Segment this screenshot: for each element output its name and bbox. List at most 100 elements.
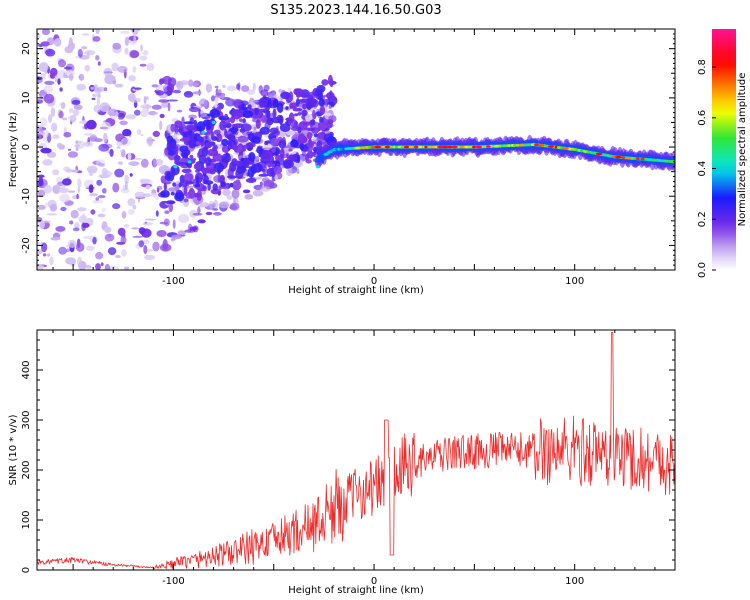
spectral-blob (153, 158, 157, 168)
spectral-blob (185, 124, 196, 131)
spectral-blob (140, 134, 144, 137)
spectral-blob (297, 112, 302, 116)
spectral-blob (124, 47, 129, 55)
spectral-blob (205, 211, 213, 216)
ridge-peak (562, 147, 569, 150)
spectral-blob (125, 114, 137, 120)
spectral-blob (74, 144, 80, 148)
spectral-blob (183, 173, 194, 182)
spectral-blob (63, 131, 72, 138)
spectral-blob (297, 133, 306, 144)
heatmap-frame (36, 28, 676, 271)
spectral-blob (39, 117, 48, 127)
spectral-blob (285, 130, 296, 136)
spectral-blob (77, 178, 82, 188)
spectral-blob (115, 111, 119, 118)
spectral-blob (222, 188, 231, 197)
spectral-blob (43, 93, 55, 104)
spectral-blob (56, 142, 63, 149)
spectral-blob (231, 180, 242, 191)
spectral-blob (212, 183, 218, 191)
spectral-blob (276, 102, 284, 113)
spectral-blob (259, 152, 271, 160)
spectral-blob (192, 212, 203, 216)
spectral-blob (78, 73, 85, 81)
spectral-blob (48, 114, 53, 123)
spectral-blob (63, 166, 70, 172)
colorbar-fill (712, 29, 736, 270)
ridge-peak (446, 145, 453, 149)
x-tick-label: -100 (162, 276, 185, 287)
spectral-blob (245, 178, 257, 183)
ridge-peak (486, 145, 491, 148)
spectral-blob (177, 230, 186, 236)
spectral-blob (138, 227, 146, 235)
ridge-peak (615, 155, 622, 159)
ridge-peak (640, 157, 645, 161)
x-axis-label: Height of straight line (km) (288, 285, 424, 296)
y-tick-label: 300 (21, 410, 32, 429)
spectral-blob (58, 246, 67, 255)
spectral-blob (258, 173, 269, 177)
spectral-blob (294, 113, 298, 117)
y-tick-label: 0 (21, 144, 32, 150)
spectral-blob (37, 265, 45, 268)
spectral-blob (51, 122, 58, 132)
colorbar-tick-label: 0.0 (697, 262, 708, 278)
spectral-blob (156, 230, 167, 237)
spectral-blob (171, 167, 176, 178)
spectral-blob (224, 128, 228, 138)
spectral-blob (77, 207, 87, 212)
spectral-spark (201, 130, 206, 134)
snr-panel: -100 0 100 0 100 200 300 400 Height of straight … (8, 329, 676, 596)
spectral-blob (262, 110, 271, 114)
spectral-blob (261, 177, 270, 183)
spectral-blob (159, 113, 165, 119)
spectral-blob (122, 128, 132, 137)
spectral-blob (273, 165, 283, 174)
ridge-peak (424, 145, 428, 149)
spectral-blob (251, 136, 261, 144)
spectral-blob (278, 139, 287, 149)
spectral-blob (172, 219, 176, 229)
spectral-blob (259, 126, 271, 135)
spectral-blob (121, 249, 127, 257)
spectral-blob (96, 86, 106, 92)
ridge-peak (472, 145, 476, 149)
ridge-core (342, 147, 346, 151)
y-axis-label: Frequency (Hz) (8, 112, 19, 188)
spectral-blob (142, 50, 149, 56)
spectral-blob (63, 66, 73, 70)
spectral-blob (237, 135, 249, 143)
spectral-blob (321, 79, 329, 86)
spectral-blob (79, 120, 88, 124)
spectral-blob (73, 227, 80, 232)
ridge-peak (384, 145, 391, 149)
spectral-blob (119, 150, 124, 153)
y-tick-label: -10 (21, 188, 32, 204)
spectral-blob (172, 182, 176, 187)
spectral-blob (91, 97, 96, 100)
ridge-peak (554, 145, 558, 149)
spectral-blob (49, 256, 54, 266)
spectral-blob (188, 106, 200, 113)
ridge-peak (374, 145, 382, 149)
spectral-blob (319, 117, 324, 124)
spectral-blob (129, 50, 140, 58)
spectral-blob (92, 236, 97, 245)
spectral-blob (159, 221, 168, 225)
spectral-blob (212, 208, 219, 211)
spectral-blob (263, 84, 270, 92)
spectral-blob (248, 152, 256, 162)
spectral-blob (72, 109, 80, 116)
spectral-blob (229, 202, 240, 211)
spectral-blob (78, 215, 88, 224)
spectral-blob (167, 102, 171, 112)
spectral-blob (326, 92, 335, 99)
spectral-blob (45, 48, 56, 57)
spectral-blob (221, 153, 231, 164)
spectral-blob (162, 75, 172, 85)
spectral-blob (134, 191, 146, 198)
spectral-blob (198, 136, 204, 144)
